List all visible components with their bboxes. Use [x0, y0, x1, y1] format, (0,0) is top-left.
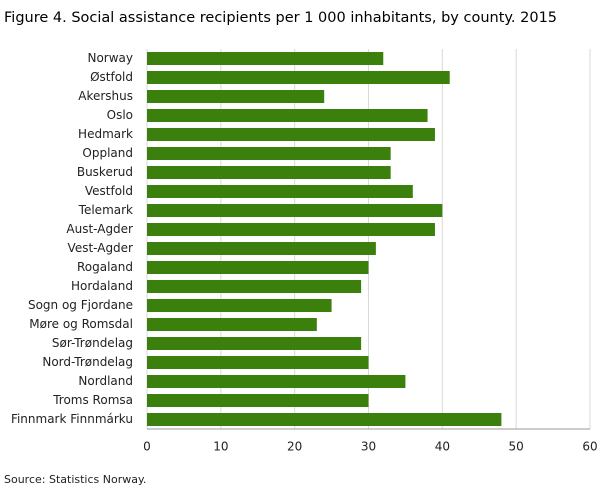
y-tick-label: Sogn og Fjordane [28, 298, 133, 312]
bar [147, 128, 435, 141]
y-tick-label: Akershus [78, 89, 133, 103]
bar [147, 280, 362, 293]
x-tick-label: 40 [435, 440, 450, 454]
y-tick-label: Hordaland [71, 279, 133, 293]
y-tick-label: Troms Romsa [52, 393, 133, 407]
bar [147, 337, 362, 350]
bar [147, 109, 428, 122]
bar [147, 242, 376, 255]
y-tick-label: Norway [87, 51, 133, 65]
bar [147, 52, 384, 65]
bar [147, 147, 391, 160]
y-tick-label: Nordland [78, 374, 133, 388]
bar [147, 299, 332, 312]
y-tick-label: Oppland [82, 146, 133, 160]
x-tick-label: 60 [582, 440, 597, 454]
bar [147, 71, 450, 84]
y-tick-label: Buskerud [77, 165, 133, 179]
bar [147, 394, 369, 407]
y-tick-label: Vest-Agder [68, 241, 134, 255]
bar [147, 356, 369, 369]
y-tick-label: Hedmark [78, 127, 133, 141]
bar [147, 185, 413, 198]
y-tick-label: Vestfold [85, 184, 133, 198]
y-tick-label: Oslo [107, 108, 133, 122]
chart-title: Figure 4. Social assistance recipients p… [4, 10, 557, 26]
x-tick-label: 10 [213, 440, 228, 454]
y-tick-label: Sør-Trøndelag [52, 336, 133, 350]
bar [147, 413, 502, 426]
bar [147, 90, 325, 103]
x-tick-label: 30 [361, 440, 376, 454]
y-tick-label: Rogaland [77, 260, 133, 274]
y-tick-label: Finnmark Finnmárku [11, 412, 133, 426]
bar [147, 375, 406, 388]
y-tick-label: Nord-Trøndelag [42, 355, 133, 369]
y-tick-label: Telemark [78, 203, 133, 217]
bar [147, 223, 435, 236]
x-tick-label: 20 [287, 440, 302, 454]
source: Source: Statistics Norway. [4, 473, 146, 486]
y-tick-label: Østfold [90, 70, 133, 84]
y-tick-label: Aust-Agder [66, 222, 133, 236]
y-tick-label: Møre og Romsdal [29, 317, 133, 331]
bar [147, 166, 391, 179]
bar [147, 261, 369, 274]
x-tick-label: 50 [509, 440, 524, 454]
bar [147, 318, 317, 331]
bar [147, 204, 443, 217]
x-tick-label: 0 [143, 440, 151, 454]
